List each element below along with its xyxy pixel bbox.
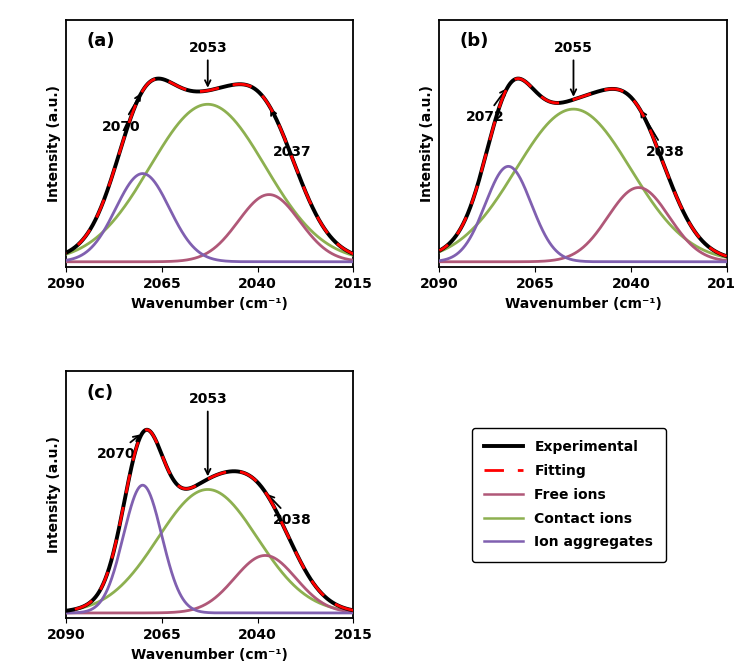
Text: (a): (a) xyxy=(86,33,115,51)
Text: 2037: 2037 xyxy=(271,110,311,159)
X-axis label: Wavenumber (cm⁻¹): Wavenumber (cm⁻¹) xyxy=(131,648,288,662)
Text: 2072: 2072 xyxy=(466,90,506,124)
Text: 2070: 2070 xyxy=(102,95,141,134)
X-axis label: Wavenumber (cm⁻¹): Wavenumber (cm⁻¹) xyxy=(131,297,288,311)
Text: (b): (b) xyxy=(459,33,489,51)
Text: 2053: 2053 xyxy=(189,41,227,86)
Text: (c): (c) xyxy=(86,384,113,402)
X-axis label: Wavenumber (cm⁻¹): Wavenumber (cm⁻¹) xyxy=(504,297,661,311)
Text: 2038: 2038 xyxy=(269,495,311,527)
Y-axis label: Intensity (a.u.): Intensity (a.u.) xyxy=(420,85,434,202)
Text: 2055: 2055 xyxy=(554,41,593,95)
Text: 2038: 2038 xyxy=(641,111,685,159)
Legend: Experimental, Fitting, Free ions, Contact ions, Ion aggregates: Experimental, Fitting, Free ions, Contac… xyxy=(472,428,666,562)
Y-axis label: Intensity (a.u.): Intensity (a.u.) xyxy=(46,85,60,202)
Text: 2070: 2070 xyxy=(97,436,139,461)
Text: 2053: 2053 xyxy=(189,392,227,474)
Y-axis label: Intensity (a.u.): Intensity (a.u.) xyxy=(46,436,60,553)
